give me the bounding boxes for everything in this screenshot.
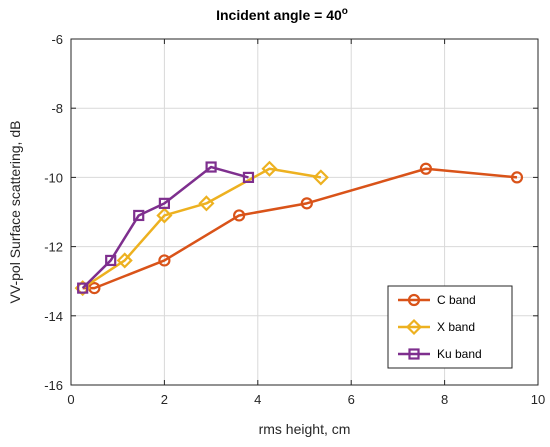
x-tick-label: 2 bbox=[161, 392, 168, 407]
y-tick-label: -10 bbox=[44, 170, 63, 185]
legend: C band X band Ku band bbox=[387, 285, 513, 369]
data-point-x-band bbox=[261, 160, 278, 177]
y-tick-label: -6 bbox=[51, 32, 63, 47]
data-point-x-band bbox=[156, 207, 173, 224]
x-axis-label: rms height, cm bbox=[259, 421, 351, 437]
data-point-ku-band bbox=[133, 209, 145, 222]
series-ku-band bbox=[77, 161, 255, 294]
data-point-x-band bbox=[198, 195, 215, 212]
x-tick-label: 10 bbox=[531, 392, 545, 407]
data-point-c-band bbox=[419, 162, 433, 175]
data-point-c-band bbox=[510, 171, 524, 184]
series-x-band bbox=[74, 160, 329, 297]
y-tick-label: -8 bbox=[51, 101, 63, 116]
data-point-ku-band bbox=[77, 282, 89, 294]
plot-area bbox=[70, 38, 539, 386]
y-tick-label: -16 bbox=[44, 378, 63, 393]
legend-item-c-band: C band bbox=[398, 293, 476, 307]
data-point-ku-band bbox=[242, 171, 255, 183]
series-line-c-band bbox=[82, 167, 518, 290]
legend-label: C band bbox=[437, 293, 476, 307]
legend-item-x-band: X band bbox=[398, 318, 475, 336]
data-point-x-band bbox=[116, 252, 133, 269]
legend-label: X band bbox=[437, 320, 475, 334]
chart-title-superscript: o bbox=[342, 6, 348, 17]
x-axis: 0 2 4 6 8 10 bbox=[67, 39, 545, 407]
y-axis: -6 -8 -10 -12 -14 -16 bbox=[44, 32, 538, 393]
data-point-ku-band bbox=[105, 254, 117, 267]
chart-title: Incident angle = 40o bbox=[216, 6, 348, 23]
legend-marker bbox=[407, 293, 421, 307]
data-point-c-band bbox=[158, 254, 171, 267]
series-c-band bbox=[76, 162, 524, 295]
chart-title-text: Incident angle = 40 bbox=[216, 7, 342, 23]
series-line-x-band bbox=[81, 167, 322, 290]
x-tick-label: 8 bbox=[441, 392, 448, 407]
legend-marker bbox=[408, 348, 420, 360]
y-tick-label: -12 bbox=[44, 240, 63, 255]
series-layer bbox=[74, 160, 524, 297]
legend-marker bbox=[405, 318, 423, 336]
series-line-ku-band bbox=[81, 165, 249, 290]
data-point-c-band bbox=[300, 197, 313, 210]
y-tick-label: -14 bbox=[44, 309, 63, 324]
data-point-c-band bbox=[233, 209, 246, 222]
data-point-x-band bbox=[312, 169, 329, 186]
legend-label: Ku band bbox=[437, 347, 482, 361]
x-tick-label: 6 bbox=[348, 392, 355, 407]
y-axis-label: VV-pol Surface scattering, dB bbox=[7, 121, 23, 304]
data-point-ku-band bbox=[205, 161, 217, 173]
x-tick-label: 0 bbox=[67, 392, 74, 407]
x-tick-label: 4 bbox=[254, 392, 261, 407]
data-point-ku-band bbox=[158, 197, 170, 209]
legend-item-ku-band: Ku band bbox=[398, 347, 482, 361]
